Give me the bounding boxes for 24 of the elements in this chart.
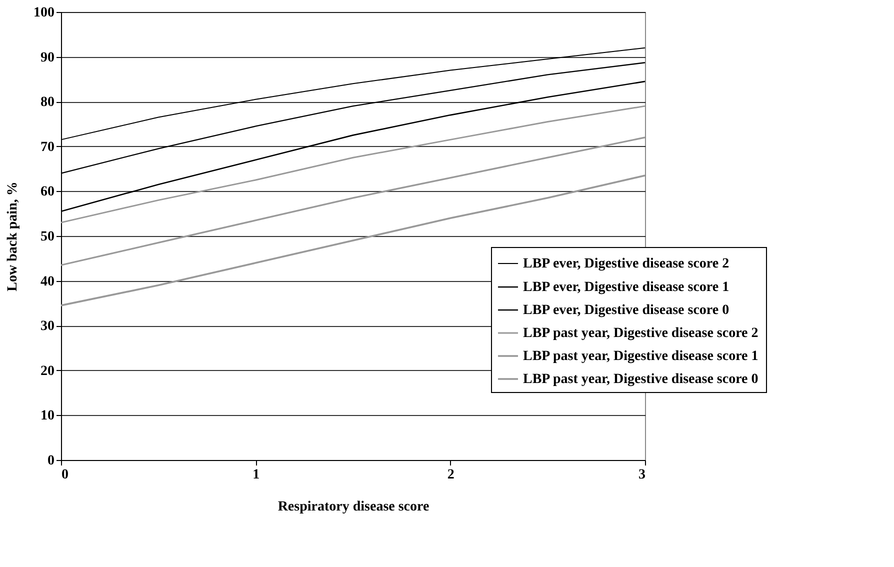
y-tick-label: 40 [40, 274, 54, 290]
y-tick-label: 100 [34, 6, 54, 20]
legend-label: LBP ever, Digestive disease score 1 [523, 280, 730, 295]
x-tick-label: 3 [638, 468, 646, 482]
y-tick-label: 20 [40, 364, 54, 379]
y-tick-label: 70 [40, 140, 54, 155]
y-tick-label: 30 [40, 319, 54, 334]
y-tick-label: 10 [40, 408, 54, 424]
y-axis-title: Low back pain, % [6, 182, 20, 292]
x-tick-label: 0 [62, 468, 68, 482]
legend-label: LBP ever, Digestive disease score 0 [523, 303, 730, 318]
x-axis-title: Respiratory disease score [278, 500, 430, 514]
y-tick-label: 80 [40, 95, 54, 110]
line-series [60, 105, 646, 224]
y-tick-label: 90 [40, 50, 54, 66]
x-tick-label: 2 [447, 468, 454, 482]
x-tick-label: 1 [252, 468, 260, 482]
legend-label: LBP past year, Digestive disease score 1 [523, 349, 758, 364]
y-tick-label: 0 [48, 454, 54, 468]
legend-label: LBP past year, Digestive disease score 2 [523, 326, 758, 341]
y-tick-label: 60 [40, 184, 54, 200]
legend-label: LBP ever, Digestive disease score 2 [523, 256, 730, 272]
legend-label: LBP past year, Digestive disease score 0 [523, 372, 758, 387]
y-tick-label: 50 [40, 230, 54, 244]
